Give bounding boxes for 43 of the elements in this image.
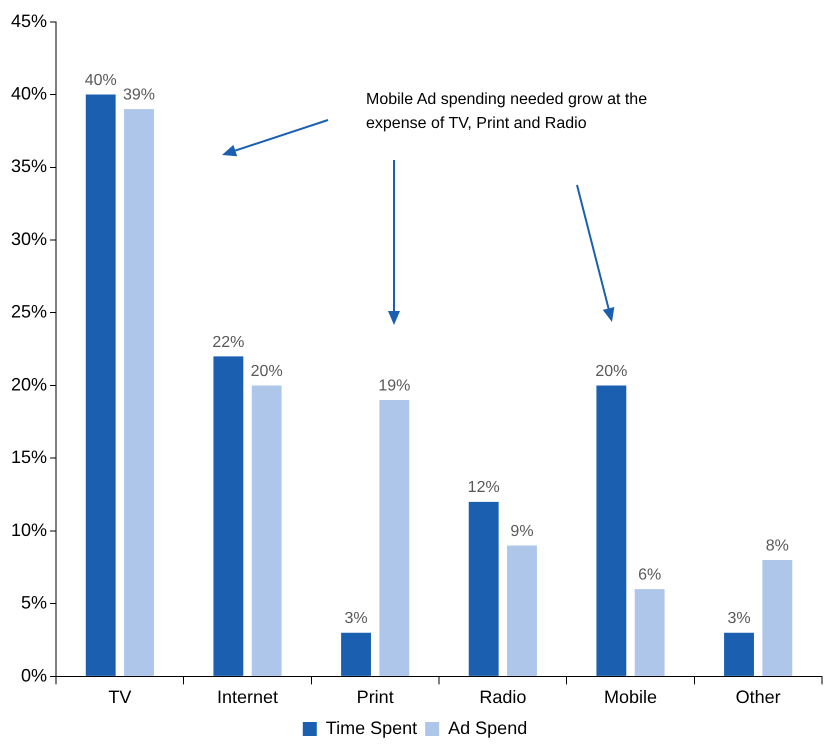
bar <box>596 385 626 676</box>
y-tick-label: 5% <box>21 592 48 613</box>
data-label: 3% <box>727 610 751 628</box>
bar <box>213 356 244 676</box>
bar <box>468 502 499 676</box>
bar <box>341 632 371 676</box>
x-tick-label: Print <box>356 687 394 708</box>
data-label: 3% <box>344 610 368 628</box>
y-tick-label: 15% <box>10 447 48 468</box>
data-label: 12% <box>468 479 500 496</box>
y-tick-label: 45% <box>10 10 48 31</box>
data-label: 20% <box>595 362 628 380</box>
bar <box>379 400 410 676</box>
x-tick-label: TV <box>108 687 132 708</box>
bar <box>124 109 154 676</box>
x-tick-label: Internet <box>216 687 278 708</box>
bar <box>507 545 537 676</box>
legend-label: Time Spent <box>326 718 418 738</box>
legend-label: Ad Spend <box>448 718 528 738</box>
bar <box>252 385 282 676</box>
y-tick-label: 0% <box>21 665 48 686</box>
data-label: 8% <box>766 537 789 554</box>
data-label: 9% <box>510 522 534 540</box>
x-tick-label: Mobile <box>604 687 658 708</box>
data-label: 19% <box>378 377 410 394</box>
data-label: 39% <box>122 86 156 104</box>
annotation: Mobile Ad spending needed grow at the expense of TV, Print and Radio <box>366 90 648 134</box>
bar <box>634 589 665 676</box>
data-label: 20% <box>250 362 283 380</box>
bar <box>762 560 792 676</box>
x-tick-label: Other <box>736 687 781 708</box>
data-label: 6% <box>638 566 662 584</box>
bar <box>724 632 754 676</box>
data-label: 40% <box>84 72 117 89</box>
y-tick-label: 10% <box>10 520 48 540</box>
data-label: 22% <box>212 334 244 351</box>
y-tick-label: 25% <box>10 302 48 322</box>
y-tick-label: 40% <box>10 84 48 104</box>
y-tick-label: 20% <box>10 374 48 394</box>
x-tick-label: Radio <box>479 687 526 708</box>
y-tick-label: 30% <box>10 228 48 249</box>
bar <box>86 94 116 676</box>
y-tick-label: 35% <box>10 156 48 176</box>
